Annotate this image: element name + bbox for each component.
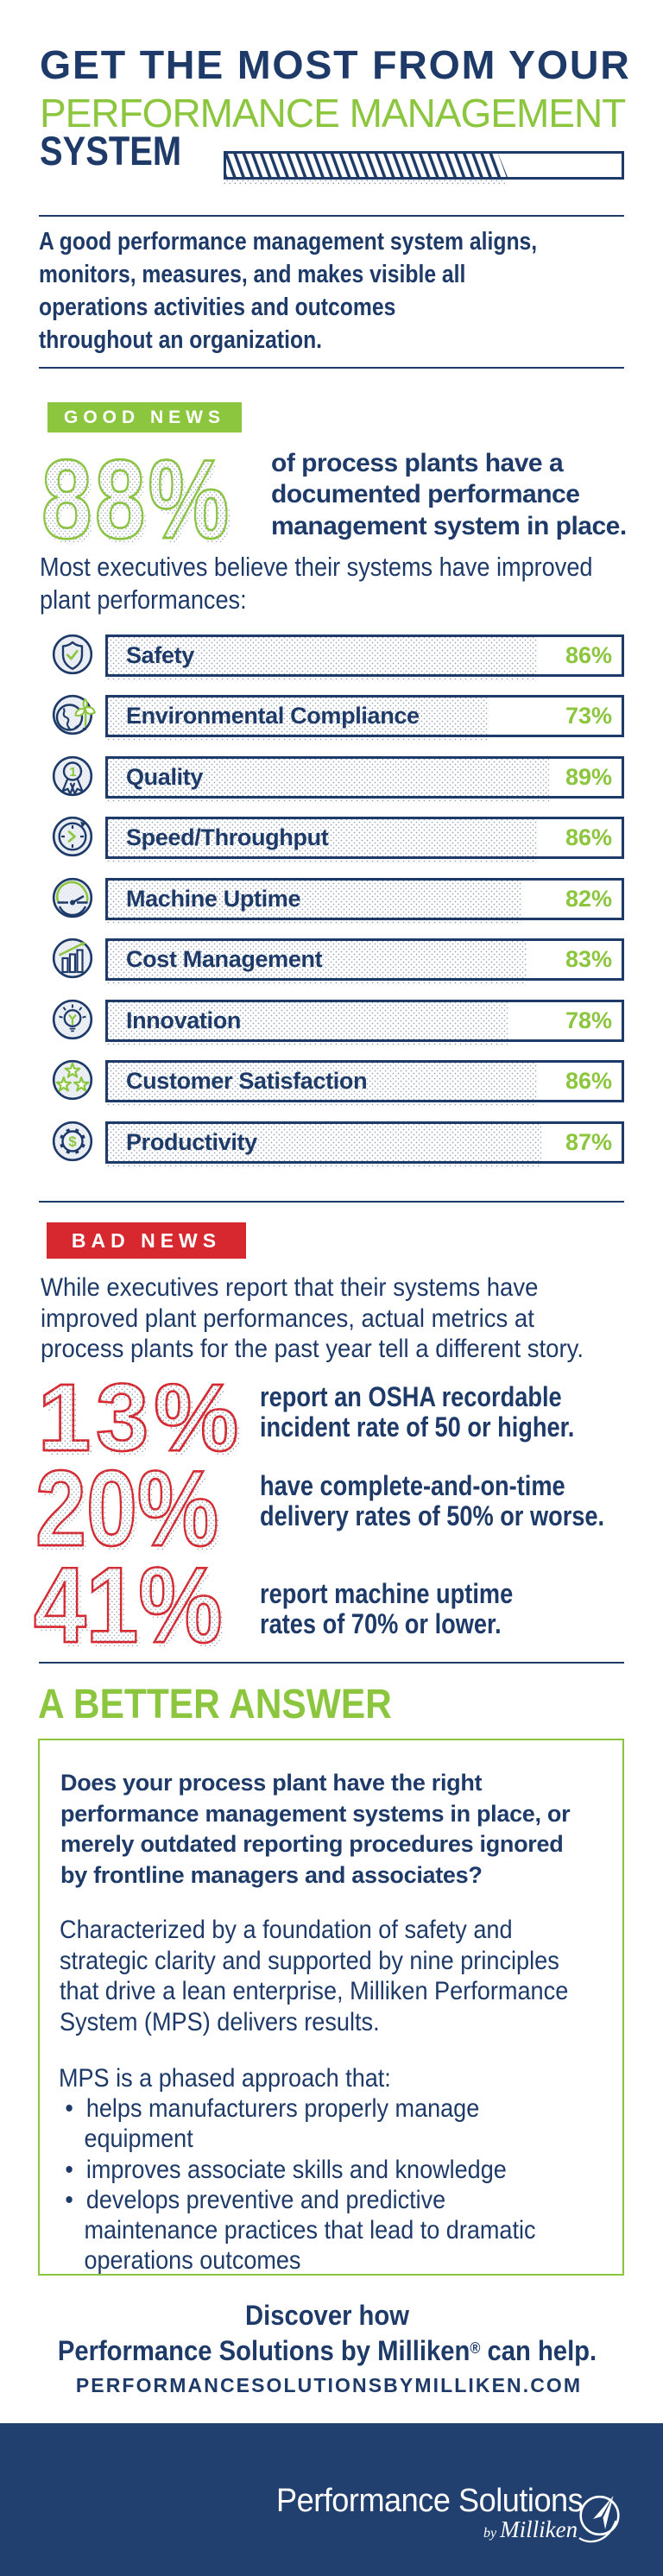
- svg-text:$: $: [68, 1133, 77, 1150]
- svg-text:1: 1: [69, 765, 76, 780]
- svg-text:88%: 88%: [45, 445, 235, 552]
- svg-text:88%: 88%: [41, 445, 231, 552]
- svg-text:13%: 13%: [38, 1374, 243, 1465]
- svg-text:13%: 13%: [42, 1374, 248, 1465]
- svg-text:41%: 41%: [34, 1559, 222, 1654]
- svg-text:88%: 88%: [41, 445, 231, 552]
- svg-text:13%: 13%: [38, 1374, 243, 1465]
- svg-text:41%: 41%: [37, 1559, 225, 1654]
- svg-text:41%: 41%: [34, 1559, 222, 1654]
- svg-text:20%: 20%: [39, 1462, 222, 1557]
- svg-text:20%: 20%: [35, 1462, 218, 1557]
- svg-text:20%: 20%: [35, 1462, 218, 1557]
